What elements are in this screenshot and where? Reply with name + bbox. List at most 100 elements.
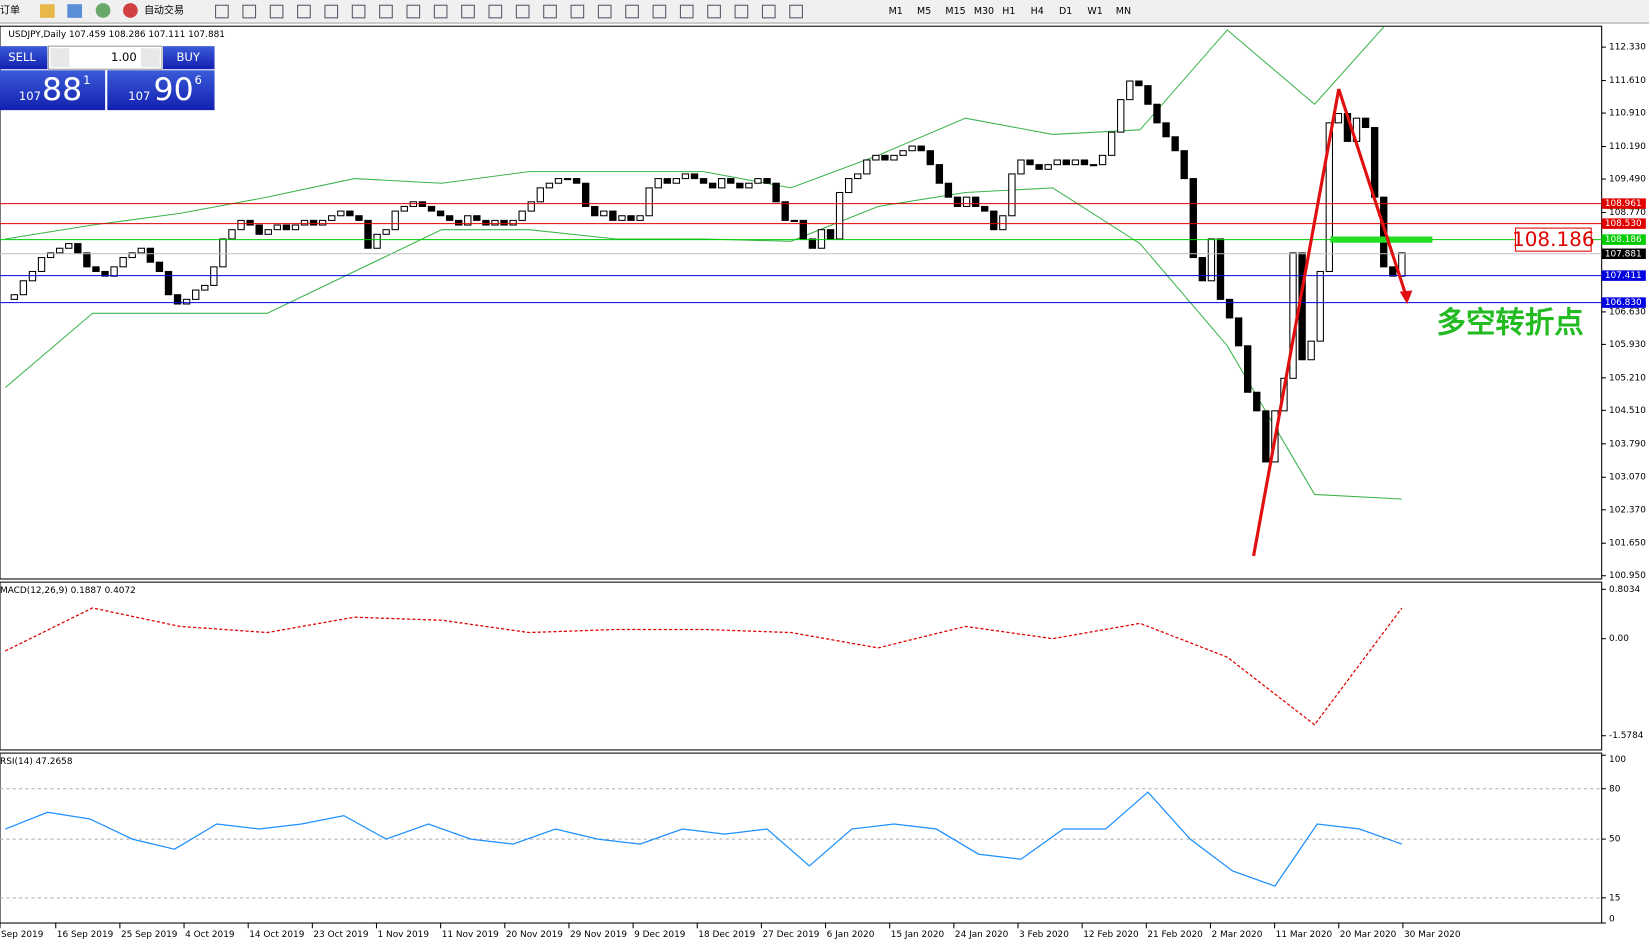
candle	[237, 219, 245, 231]
level-label: 108.961	[1605, 199, 1642, 209]
candle	[518, 210, 526, 221]
tool-icon[interactable]	[379, 4, 393, 19]
x-tick-label: 9 Dec 2019	[634, 930, 686, 940]
level-tag	[1601, 234, 1646, 245]
candle	[155, 261, 164, 273]
candle	[182, 298, 191, 305]
tool-icon[interactable]	[652, 4, 667, 19]
tool-icon[interactable]	[543, 4, 557, 19]
candle	[128, 252, 136, 259]
spinner[interactable]	[140, 48, 160, 68]
y-tick-label: -1.5784	[1609, 731, 1644, 741]
tool-icon[interactable]	[297, 4, 311, 19]
tool-icon[interactable]	[324, 4, 339, 19]
lots[interactable]: 1.00	[111, 50, 137, 64]
candle	[1008, 173, 1016, 217]
tool-icon[interactable]	[570, 4, 585, 19]
candle	[373, 233, 381, 249]
candle	[146, 247, 155, 263]
lots-input[interactable]	[47, 45, 163, 70]
bid-box[interactable]	[0, 70, 106, 111]
candle	[554, 178, 563, 184]
tool-icon[interactable]	[215, 4, 229, 19]
candle	[727, 178, 735, 184]
candle	[74, 243, 82, 254]
candle	[772, 182, 780, 203]
tool-icon[interactable]	[734, 4, 749, 19]
candle	[1334, 113, 1343, 124]
tool-icon[interactable]	[789, 4, 803, 19]
candle	[1089, 164, 1098, 167]
candle	[563, 178, 572, 181]
tool-icon[interactable]	[625, 4, 639, 19]
tool-icon[interactable]	[761, 4, 776, 19]
candle	[273, 224, 282, 231]
buy-label[interactable]: BUY	[177, 50, 201, 64]
tool-icon[interactable]	[707, 4, 721, 19]
tool-icon[interactable]	[597, 4, 612, 19]
candle	[908, 145, 916, 152]
tool-icon[interactable]	[488, 4, 503, 19]
candle	[690, 173, 699, 180]
candle	[944, 182, 953, 198]
candle	[309, 219, 318, 226]
candle	[917, 145, 925, 152]
tool-icon[interactable]	[433, 4, 448, 19]
candle	[844, 178, 853, 194]
tool-icon[interactable]	[269, 4, 284, 19]
x-tick-label: 11 Mar 2020	[1276, 930, 1333, 940]
candle	[1162, 122, 1170, 138]
icon[interactable]	[39, 4, 55, 18]
timeframe[interactable]: H4	[1031, 6, 1044, 17]
candle	[763, 178, 771, 184]
icon[interactable]	[67, 4, 83, 18]
timeframe[interactable]: D1	[1059, 6, 1072, 17]
auto-trading[interactable]: 自动交易	[144, 3, 184, 16]
ask-big: 107	[128, 89, 150, 103]
y-tick-label: 102.370	[1609, 505, 1646, 515]
x-tick-label: 3 Feb 2020	[1019, 930, 1069, 940]
spinner[interactable]	[50, 48, 70, 68]
timeframe[interactable]: H1	[1002, 6, 1015, 17]
candle	[1225, 298, 1234, 319]
timeframe[interactable]: M30	[974, 6, 994, 17]
indicator-plots	[0, 607, 1602, 899]
timeframe[interactable]: M5	[917, 6, 931, 17]
y-tick-label: 105.930	[1609, 340, 1646, 350]
candle	[391, 210, 399, 231]
sell-label[interactable]: SELL	[8, 50, 36, 64]
candle	[863, 159, 871, 175]
icon[interactable]	[123, 3, 138, 18]
x-tick-label: 20 Nov 2019	[506, 930, 563, 940]
candle	[681, 173, 690, 180]
tool-icon[interactable]	[515, 4, 530, 19]
rsi-line	[5, 791, 1403, 887]
icon[interactable]	[95, 3, 111, 18]
candle	[536, 187, 545, 203]
tool-icon[interactable]	[679, 4, 694, 19]
candle	[282, 224, 291, 231]
tool-icon[interactable]	[461, 4, 475, 19]
candle	[264, 229, 272, 235]
rsi-title: RSI(14) 47.2658	[0, 757, 73, 767]
candle	[328, 215, 336, 221]
level-tag	[1601, 270, 1646, 281]
buy-button[interactable]	[163, 46, 215, 70]
timeframe[interactable]: MN	[1116, 6, 1131, 17]
level-label: 106.830	[1605, 298, 1642, 308]
candle	[1117, 99, 1125, 133]
new-order[interactable]: 订单	[0, 4, 20, 16]
candle	[291, 224, 300, 231]
sell-button[interactable]	[0, 46, 48, 70]
timeframe[interactable]: M15	[945, 6, 965, 17]
tool-icon[interactable]	[406, 4, 421, 19]
timeframe[interactable]: W1	[1087, 6, 1102, 17]
tool-icon[interactable]	[242, 4, 257, 19]
ask-box[interactable]	[107, 70, 215, 111]
candle	[1180, 150, 1188, 180]
timeframe[interactable]: M1	[889, 6, 903, 17]
candle	[173, 294, 182, 305]
y-tick-label: 112.330	[1609, 43, 1646, 53]
candle	[781, 201, 789, 221]
tool-icon[interactable]	[351, 4, 366, 19]
